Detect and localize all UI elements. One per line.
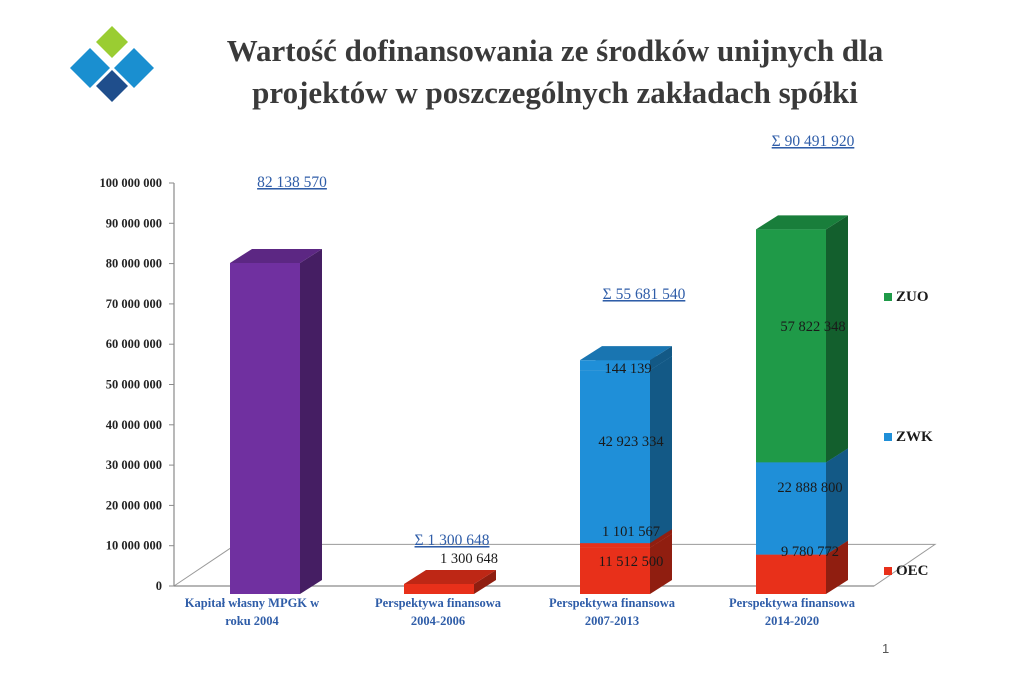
bar-1-segment-0-side	[474, 570, 496, 594]
data-label: 42 923 334	[598, 434, 664, 450]
bar-3-segment-1-front	[756, 462, 826, 555]
y-tick-label: 40 000 000	[106, 418, 162, 432]
category-label: Perspektywa finansowa	[729, 596, 856, 610]
bar-1-segment-0-top	[404, 570, 496, 584]
logo-lime-diamond	[96, 26, 128, 58]
bar-3-segment-1-side	[826, 448, 848, 555]
bar-3-segment-0-front	[756, 554, 826, 594]
category-label: roku 2004	[225, 614, 279, 628]
data-label: 144 139	[604, 361, 651, 377]
data-label: 1 300 648	[440, 551, 498, 567]
data-label: 22 888 800	[777, 480, 842, 496]
bar-0-segment-0-front	[230, 262, 300, 594]
bar-3-segment-2-side	[826, 215, 848, 463]
y-tick-label: 20 000 000	[106, 498, 162, 512]
y-tick-label: 60 000 000	[106, 337, 162, 351]
y-tick-label: 70 000 000	[106, 297, 162, 311]
data-label: 11 512 500	[599, 554, 664, 570]
bar-0-segment-0-top	[230, 248, 322, 263]
category-label: 2014-2020	[765, 614, 819, 628]
bar-2-segment-0-front	[580, 547, 650, 594]
bar-2-segment-0-side	[650, 533, 672, 594]
bar-2-segment-2-side	[650, 356, 672, 544]
bar-3-segment-2-top	[756, 215, 848, 230]
legend-label: OEC	[896, 563, 929, 579]
bar-3-segment-0-side	[826, 540, 848, 594]
legend-swatch	[884, 293, 892, 301]
company-logo	[70, 26, 154, 102]
logo-right-diamond	[114, 48, 154, 88]
slide-title: Wartość dofinansowania ze środków unijny…	[165, 30, 945, 114]
title-line-2: projektów w poszczególnych zakładach spó…	[252, 75, 858, 110]
bar-0-segment-0-side	[300, 248, 322, 594]
y-tick-label: 0	[156, 579, 162, 593]
category-label: 2007-2013	[585, 614, 639, 628]
category-label: Perspektywa finansowa	[549, 596, 676, 610]
bar-3-segment-2-front	[756, 229, 826, 463]
title-line-1: Wartość dofinansowania ze środków unijny…	[226, 33, 884, 68]
data-label: 9 780 772	[781, 544, 839, 560]
page-number: 1	[882, 641, 890, 656]
bar-2-segment-2-front	[580, 370, 650, 544]
y-tick-label: 90 000 000	[106, 216, 162, 230]
data-label: 1 101 567	[602, 524, 660, 540]
y-tick-label: 100 000 000	[100, 176, 163, 190]
bar-2-segment-3-front	[580, 360, 650, 371]
total-label: Σ 90 491 920	[772, 133, 855, 150]
logo-left-diamond	[70, 48, 110, 88]
category-label: Perspektywa finansowa	[375, 596, 502, 610]
y-tick-label: 80 000 000	[106, 257, 162, 271]
category-label: Kapitał własny MPGK w	[185, 596, 319, 610]
bar-2-segment-3-side	[650, 346, 672, 371]
legend-label: ZWK	[896, 429, 933, 445]
bar-1-segment-0-front	[404, 584, 474, 594]
y-tick-label: 10 000 000	[106, 539, 162, 553]
total-label: Σ 1 300 648	[415, 532, 490, 549]
y-tick-label: 50 000 000	[106, 378, 162, 392]
data-label: 57 822 348	[780, 319, 845, 335]
legend-swatch	[884, 567, 892, 575]
legend-swatch	[884, 433, 892, 441]
y-tick-label: 30 000 000	[106, 458, 162, 472]
logo-navy-diamond	[96, 70, 128, 102]
category-label: 2004-2006	[411, 614, 465, 628]
bar-2-segment-3-top	[580, 346, 672, 361]
total-label: 82 138 570	[257, 174, 327, 191]
legend-label: ZUO	[896, 289, 929, 305]
total-label: Σ 55 681 540	[603, 286, 686, 303]
